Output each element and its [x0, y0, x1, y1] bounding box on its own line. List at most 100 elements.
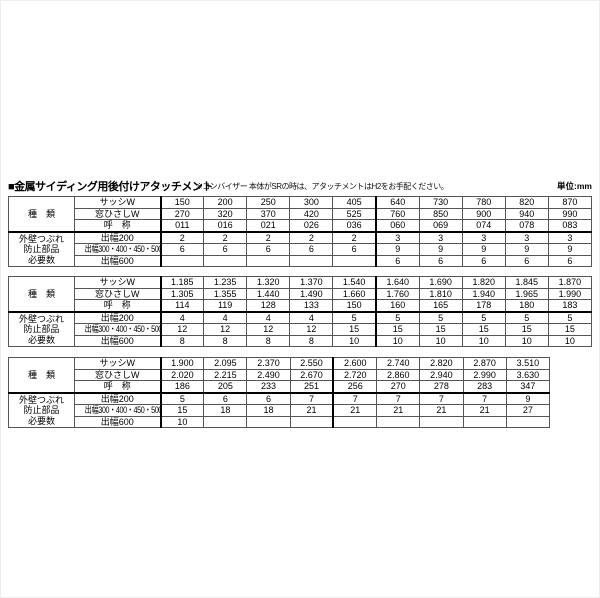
cell-value: 5 [547, 311, 593, 324]
row-label: 出幅300・400・450・500 [74, 323, 162, 336]
cell-value: 2.720 [332, 368, 378, 381]
cell-value: 2.990 [462, 368, 507, 381]
cell-value: 5 [375, 311, 420, 324]
cell-value: 078 [504, 219, 549, 233]
cell-value: 8 [289, 334, 334, 347]
row-label: 出幅600 [74, 254, 162, 267]
cell-value: 21 [376, 404, 421, 417]
cell-value: 15 [418, 323, 463, 336]
cell-value: 900 [461, 207, 506, 220]
cell-value: 15 [461, 323, 506, 336]
cell-value: 940 [504, 207, 549, 220]
cell-value: 178 [461, 299, 506, 313]
cell-value: 870 [547, 196, 593, 209]
cell-value: 6 [289, 243, 334, 256]
row-label: 出幅600 [74, 334, 162, 347]
cell-value: 10 [159, 415, 205, 428]
cell-value: 083 [547, 219, 593, 233]
cell-value: 074 [461, 219, 506, 233]
cell-value: 10 [461, 334, 506, 347]
row-label-text: サッシW [99, 277, 136, 287]
cell-value: 640 [375, 196, 420, 209]
cell-value [419, 415, 464, 428]
row-label: 呼 称 [74, 299, 162, 313]
cell-value: 119 [203, 299, 248, 313]
cell-value: 10 [547, 334, 593, 347]
row-label: 出幅200 [74, 231, 162, 244]
cell-value: 3.510 [505, 357, 551, 370]
cell-value: 2.095 [203, 357, 248, 370]
cell-value: 6 [159, 243, 205, 256]
cell-value: 2.600 [332, 357, 378, 370]
cell-value: 780 [461, 196, 506, 209]
cell-value [332, 415, 378, 428]
cell-value: 1.640 [375, 276, 420, 289]
row-label-text: 出幅200 [100, 312, 134, 323]
cell-value: 3 [461, 231, 506, 244]
cell-value: 2.740 [376, 357, 421, 370]
cell-value: 8 [246, 334, 291, 347]
cell-value: 1.965 [504, 287, 549, 300]
cell-value: 12 [159, 323, 205, 336]
cell-value: 021 [246, 219, 291, 233]
cell-value: 10 [332, 334, 377, 347]
row-label: 窓ひさしW [74, 287, 162, 300]
row-label: 呼 称 [74, 380, 162, 394]
cell-value: 278 [419, 380, 464, 394]
row-label: 出幅300・400・450・500 [74, 404, 162, 417]
cell-value: 5 [418, 311, 463, 324]
row-label-text: 窓ひさしW [95, 288, 140, 299]
row-label-text: 呼 称 [103, 220, 131, 230]
cell-value: 850 [418, 207, 463, 220]
cell-value: 9 [461, 243, 506, 256]
cell-value: 4 [203, 311, 248, 324]
row-label: 出幅200 [74, 392, 162, 405]
cell-value: 2.670 [289, 368, 335, 381]
cell-value: 15 [504, 323, 549, 336]
cell-value: 1.305 [159, 287, 205, 300]
cell-value: 4 [159, 311, 205, 324]
cell-value: 2.940 [419, 368, 464, 381]
cell-value: 114 [159, 299, 205, 313]
cell-value: 18 [203, 404, 248, 417]
group-label-parts: 外壁つぶれ 防止部品 必要数 [8, 231, 75, 267]
cell-value: 016 [203, 219, 248, 233]
cell-value: 1.870 [547, 276, 593, 289]
cell-value: 6 [203, 243, 248, 256]
row-label-text: 呼 称 [103, 300, 131, 310]
cell-value [203, 415, 248, 428]
cell-value: 2 [203, 231, 248, 244]
row-label: 出幅600 [74, 415, 162, 428]
cell-value [289, 254, 334, 267]
row-label-text: 呼 称 [103, 381, 131, 391]
cell-value: 10 [375, 334, 420, 347]
cell-value: 12 [203, 323, 248, 336]
cell-value: 1.820 [461, 276, 506, 289]
cell-value: 405 [332, 196, 377, 209]
cell-value: 205 [203, 380, 248, 394]
cell-value: 026 [289, 219, 334, 233]
cell-value: 3 [504, 231, 549, 244]
cell-value [203, 254, 248, 267]
cell-value: 3 [375, 231, 420, 244]
cell-value: 6 [547, 254, 593, 267]
cell-value: 1.540 [332, 276, 377, 289]
cell-value: 1.690 [418, 276, 463, 289]
cell-value: 15 [547, 323, 593, 336]
row-label: 窓ひさしW [74, 207, 162, 220]
row-label-text: サッシW [99, 197, 136, 207]
cell-value: 150 [159, 196, 205, 209]
row-label-text: 出幅600 [100, 416, 134, 427]
cell-value: 21 [462, 404, 507, 417]
cell-value: 283 [462, 380, 507, 394]
cell-value: 21 [332, 404, 378, 417]
spec-table-2: 種 類 サッシW 1.185 1.235 1.320 1.370 1.540 1.640 1.6… [8, 276, 593, 347]
group-label-kind: 種 類 [8, 196, 75, 233]
cell-value: 2.215 [203, 368, 248, 381]
row-label-text: 出幅200 [100, 232, 134, 243]
cell-value: 060 [375, 219, 420, 233]
cell-value: 2.550 [289, 357, 335, 370]
row-label: 出幅200 [74, 311, 162, 324]
row-label: サッシW [74, 276, 162, 289]
row-label: サッシW [74, 196, 162, 209]
